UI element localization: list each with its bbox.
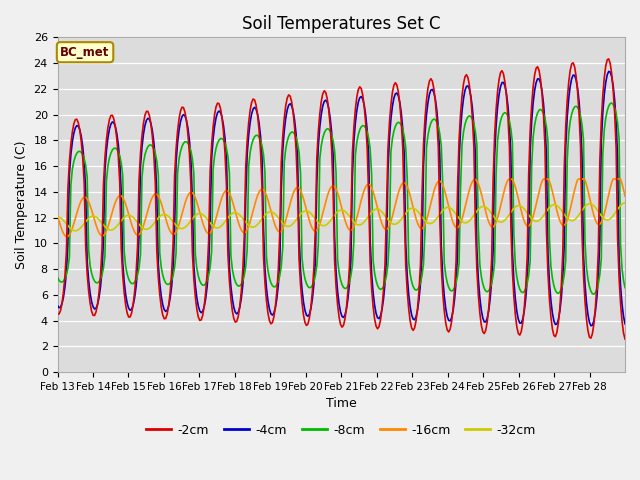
- Text: BC_met: BC_met: [60, 46, 109, 59]
- Y-axis label: Soil Temperature (C): Soil Temperature (C): [15, 141, 28, 269]
- Legend: -2cm, -4cm, -8cm, -16cm, -32cm: -2cm, -4cm, -8cm, -16cm, -32cm: [141, 419, 541, 442]
- X-axis label: Time: Time: [326, 397, 356, 410]
- Title: Soil Temperatures Set C: Soil Temperatures Set C: [242, 15, 440, 33]
